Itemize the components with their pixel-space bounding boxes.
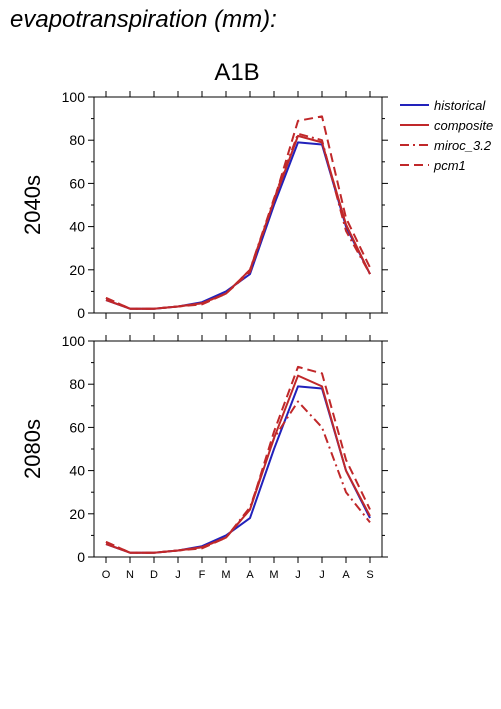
x-tick-label: A — [246, 569, 254, 581]
x-tick-label: J — [295, 569, 301, 581]
y-tick-label: 80 — [69, 132, 85, 148]
series-line-historical — [105, 385, 371, 554]
y-tick-label: 40 — [69, 219, 85, 235]
series-line-pcm1 — [105, 115, 371, 310]
x-tick-label: J — [319, 569, 325, 581]
y-tick-label: 20 — [69, 262, 85, 278]
figure-heading: evapotranspiration (mm): — [10, 6, 277, 33]
legend-label: miroc_3.2 — [434, 138, 492, 153]
x-tick-label: S — [366, 569, 373, 581]
y-tick-label: 60 — [69, 419, 85, 435]
series-line-pcm1 — [105, 365, 371, 554]
y-tick-label: 0 — [77, 305, 85, 321]
y-axis-label: 2080s — [20, 419, 45, 479]
x-tick-label: M — [221, 569, 230, 581]
legend-label: composite — [434, 118, 493, 133]
y-tick-label: 80 — [69, 376, 85, 392]
series-line-miroc-3-2 — [105, 400, 371, 554]
y-tick-label: 40 — [69, 463, 85, 479]
y-tick-label: 20 — [69, 506, 85, 522]
chart-panel-1: 0 20 40 60 80 100 2040s — [20, 89, 388, 321]
x-tick-label: F — [199, 569, 206, 581]
y-tick-label: 60 — [69, 175, 85, 191]
x-tick-label: M — [269, 569, 278, 581]
y-axis-label: 2040s — [20, 175, 45, 235]
scenario-title: A1B — [214, 59, 259, 86]
y-tick-label: 0 — [77, 549, 85, 565]
y-tick-label: 100 — [62, 333, 86, 349]
legend-label: pcm1 — [433, 158, 466, 173]
legend-label: historical — [434, 98, 486, 113]
x-tick-label: A — [342, 569, 350, 581]
legend: historical composite miroc_3.2 pcm1 — [400, 98, 493, 173]
x-tick-label: N — [126, 569, 134, 581]
chart-panel-2: 0 20 40 60 80 100 O N D J F M A M J J A S 2080s — [20, 333, 388, 581]
x-tick-label: D — [150, 569, 158, 581]
x-tick-label: O — [102, 569, 111, 581]
y-tick-label: 100 — [62, 89, 86, 105]
chart-panels: 0 20 40 60 80 100 2040s 0 20 40 60 80 100 O N D J F M A M J J A… — [20, 89, 388, 581]
x-tick-label: J — [175, 569, 181, 581]
